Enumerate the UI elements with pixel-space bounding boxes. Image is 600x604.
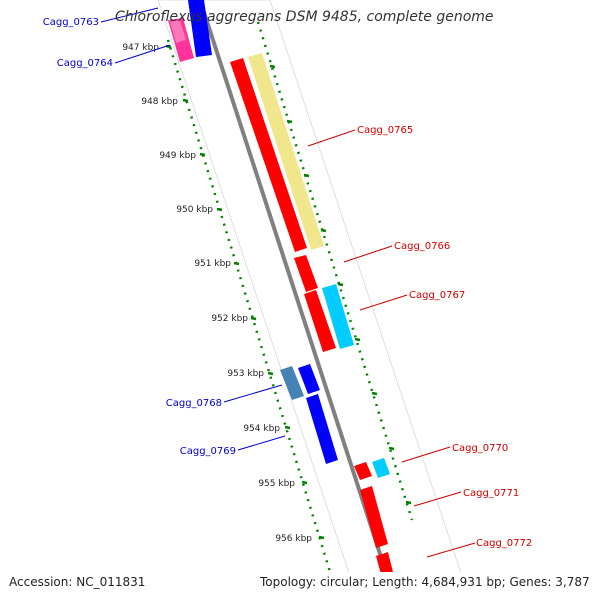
- reverse-ruler-ticks: [165, 44, 325, 540]
- gene-feature-cagg-0772[interactable]: [376, 552, 400, 600]
- gene-label-cagg-0763[interactable]: Cagg_0763: [43, 17, 99, 28]
- ruler-label: 951 kbp: [194, 259, 231, 269]
- gene-label-cagg-0770[interactable]: Cagg_0770: [452, 443, 508, 454]
- gene-feature-bottom-blue: [360, 588, 375, 600]
- gene-feature-upper-pink: [170, 20, 186, 43]
- ruler-label: 953 kbp: [227, 369, 264, 379]
- gene-feature-cagg-0770[interactable]: [354, 462, 372, 480]
- ruler-label: 948 kbp: [141, 97, 178, 107]
- ruler-label: 956 kbp: [275, 534, 312, 544]
- gene-label-cagg-0769[interactable]: Cagg_0769: [180, 446, 236, 457]
- genome-summary-text: Topology: circular; Length: 4,684,931 bp…: [260, 575, 590, 589]
- gene-feature-cagg-0768[interactable]: [280, 366, 304, 400]
- gene-label-cagg-0764[interactable]: Cagg_0764: [57, 58, 113, 69]
- gene-label-cagg-0765[interactable]: Cagg_0765: [357, 125, 413, 136]
- gene-feature-cagg-0770-cyan: [372, 458, 390, 478]
- gene-feature-cagg-0769[interactable]: [306, 394, 338, 464]
- accession-text: Accession: NC_011831: [9, 575, 146, 589]
- ruler-label: 949 kbp: [159, 151, 196, 161]
- gene-feature-cagg-0767-cyan: [322, 284, 354, 349]
- ruler-label: 952 kbp: [211, 314, 248, 324]
- gene-features: [168, 0, 400, 600]
- dna-backbone: [198, 0, 389, 572]
- gene-labels: Cagg_0763 Cagg_0764 Cagg_0765 Cagg_0766 …: [43, 17, 533, 549]
- ruler-label: 954 kbp: [243, 424, 280, 434]
- gene-feature-cagg-0765-khaki: [248, 53, 324, 250]
- gene-label-cagg-0767[interactable]: Cagg_0767: [409, 290, 465, 301]
- forward-ruler-ticks: [269, 64, 412, 505]
- gene-label-cagg-0768[interactable]: Cagg_0768: [166, 398, 222, 409]
- gene-label-cagg-0772[interactable]: Cagg_0772: [476, 538, 532, 549]
- gene-label-cagg-0771[interactable]: Cagg_0771: [463, 488, 519, 499]
- ruler-label: 955 kbp: [258, 479, 295, 489]
- gene-feature-bottom-steel: [342, 590, 357, 600]
- gene-feature-cagg-0767[interactable]: [304, 290, 336, 352]
- gene-feature-cagg-0768-blue: [298, 364, 320, 394]
- gene-feature-cagg-0766[interactable]: [294, 255, 318, 292]
- gene-label-cagg-0766[interactable]: Cagg_0766: [394, 241, 450, 252]
- genome-title: Chloroflexus aggregans DSM 9485, complet…: [115, 9, 494, 25]
- gene-feature-cagg-0763[interactable]: [188, 0, 212, 57]
- gene-feature-cagg-0771[interactable]: [360, 486, 388, 548]
- ruler-label: 950 kbp: [176, 205, 213, 215]
- label-leaders: [100, 7, 476, 558]
- gene-feature-cagg-0765[interactable]: [230, 58, 307, 252]
- ruler-label: 947 kbp: [122, 43, 159, 53]
- ruler-label-group: 947 kbp 948 kbp 949 kbp 950 kbp 951 kbp …: [122, 43, 312, 544]
